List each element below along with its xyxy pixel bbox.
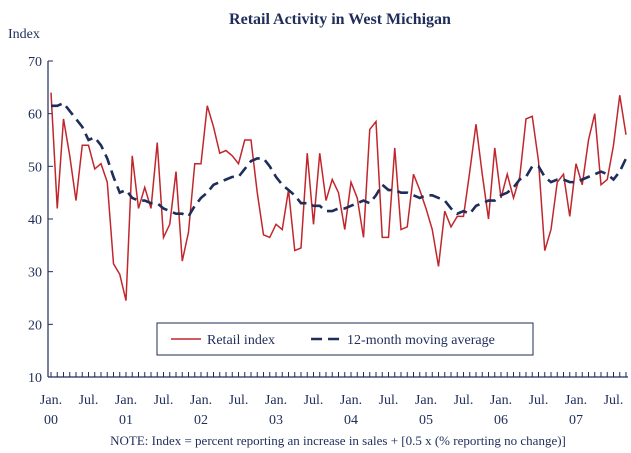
legend-box (156, 322, 534, 356)
x-tick-label: Jan. 04 (340, 393, 362, 428)
y-axis-label: Index (8, 27, 40, 42)
x-tick-label: Jul. (304, 393, 324, 408)
y-tick-label: 20 (28, 318, 42, 333)
x-tick-label: Jul. (604, 393, 624, 408)
x-tick-label: Jan. 02 (190, 393, 212, 428)
x-tick-label: Jan. 00 (40, 393, 62, 428)
x-tick-label: Jan. 06 (490, 393, 512, 428)
x-tick-label: Jan. 07 (565, 393, 587, 428)
series-line (51, 101, 628, 219)
x-tick-label: Jan. 03 (265, 393, 287, 428)
chart-title: Retail Activity in West Michigan (229, 11, 451, 28)
legend-label: Retail index (207, 333, 275, 348)
x-tick-label: Jan. 05 (415, 393, 437, 428)
x-tick-label: Jul. (529, 393, 549, 408)
y-tick-label: 70 (28, 55, 42, 70)
y-tick-label: 60 (28, 108, 42, 123)
series-line (50, 92, 627, 301)
x-tick-label: Jul. (154, 393, 174, 408)
y-tick-label: 10 (28, 371, 42, 386)
note: NOTE: Index = percent reporting an incre… (110, 433, 566, 448)
x-tick-label: Jul. (454, 393, 474, 408)
x-tick-label: Jan. 01 (115, 393, 137, 428)
x-tick-label: Jul. (229, 393, 249, 408)
y-tick-label: 50 (28, 160, 42, 175)
x-tick-label: Jul. (379, 393, 399, 408)
x-tick-label: Jul. (79, 393, 99, 408)
y-tick-label: 40 (28, 213, 42, 228)
y-tick-label: 30 (28, 266, 42, 281)
legend-label: 12-month moving average (347, 333, 495, 348)
